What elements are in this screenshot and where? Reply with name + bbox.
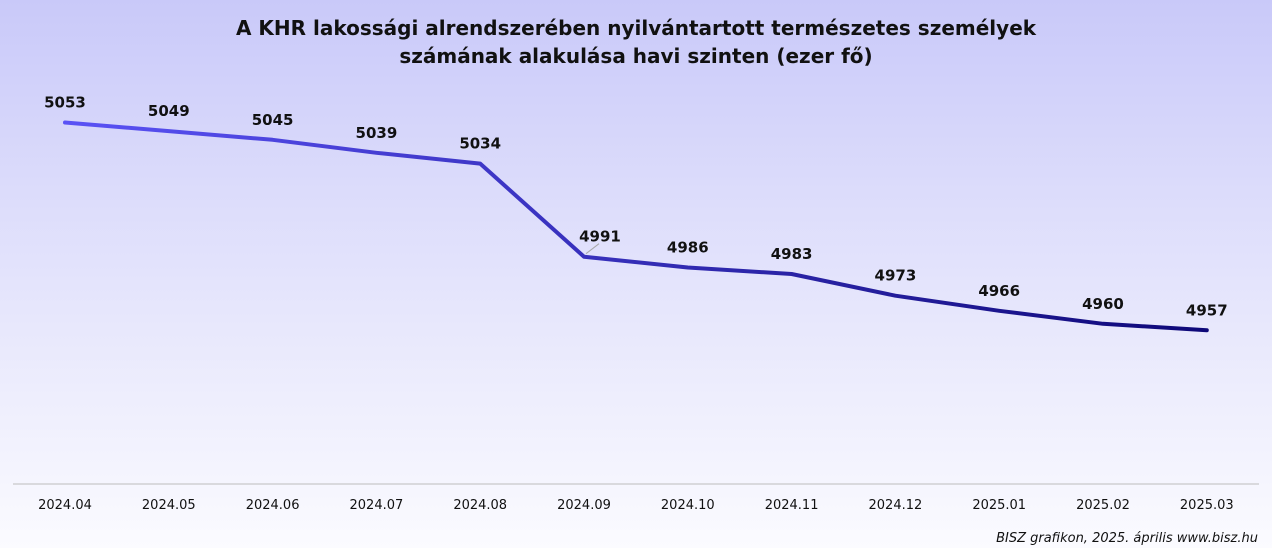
data-point: [374, 151, 378, 155]
data-label: 4991: [579, 228, 621, 246]
x-tick-label: 2025.02: [1076, 498, 1130, 513]
data-point: [582, 255, 586, 259]
data-label: 5045: [252, 111, 294, 129]
data-label: 4973: [875, 267, 917, 285]
chart-title-line-2: számának alakulása havi szinten (ezer fő…: [399, 44, 873, 68]
x-tick-label: 2024.08: [453, 498, 507, 513]
data-point: [686, 266, 690, 270]
data-point: [167, 129, 171, 133]
x-tick-label: 2024.11: [765, 498, 819, 513]
x-tick-label: 2025.03: [1180, 498, 1234, 513]
x-tick-label: 2024.05: [142, 498, 196, 513]
data-label: 5034: [459, 135, 501, 153]
data-point: [893, 294, 897, 298]
data-label: 4983: [771, 245, 813, 263]
chart-title-line-1: A KHR lakossági alrendszerében nyilvánta…: [235, 16, 1037, 40]
x-tick-label: 2024.12: [869, 498, 923, 513]
x-tick-label: 2024.09: [557, 498, 611, 513]
data-point: [271, 138, 275, 142]
data-label: 4986: [667, 239, 709, 257]
data-point: [997, 309, 1001, 313]
chart-title: A KHR lakossági alrendszerében nyilvánta…: [0, 14, 1272, 70]
data-label: 5053: [44, 93, 86, 111]
data-label: 4957: [1186, 301, 1228, 319]
data-label: 4966: [978, 282, 1020, 300]
x-tick-label: 2024.04: [38, 498, 92, 513]
data-label: 5049: [148, 102, 190, 120]
data-point: [790, 272, 794, 276]
x-tick-label: 2025.01: [972, 498, 1026, 513]
x-tick-label: 2024.06: [246, 498, 300, 513]
x-tick-label: 2024.10: [661, 498, 715, 513]
data-point: [478, 162, 482, 166]
data-point: [1101, 322, 1105, 326]
x-tick-label: 2024.07: [350, 498, 404, 513]
data-label: 5039: [356, 124, 398, 142]
data-point: [1205, 328, 1209, 332]
data-point: [63, 120, 67, 124]
data-label: 4960: [1082, 295, 1124, 313]
source-credit: BISZ grafikon, 2025. április www.bisz.hu: [996, 531, 1258, 546]
series-line: [63, 120, 1209, 333]
data-label-leader: [585, 243, 600, 255]
